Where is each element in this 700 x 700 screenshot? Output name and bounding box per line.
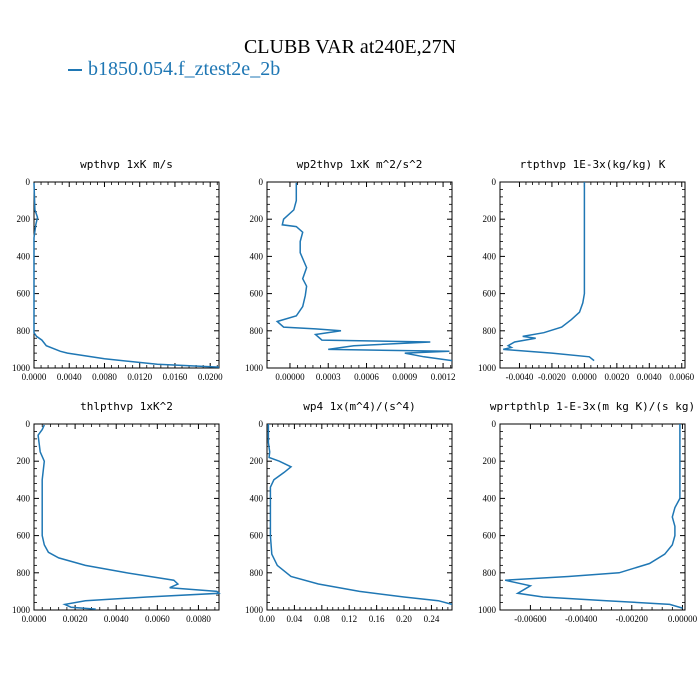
x-tick-label: 0.04 [287, 614, 303, 624]
x-tick-label: 0.24 [424, 614, 440, 624]
x-tick-label: 0.0000 [572, 372, 597, 382]
x-tick-label: 0.08 [314, 614, 330, 624]
x-tick-label: 0.0006 [354, 372, 379, 382]
x-tick-label: 0.0060 [669, 372, 694, 382]
figure-title: CLUBB VAR at240E,27N [243, 36, 457, 58]
y-tick-label: 200 [483, 456, 497, 466]
y-tick-label: 200 [17, 214, 31, 224]
x-tick-label: 0.0012 [431, 372, 456, 382]
x-tick-label: 0.0040 [637, 372, 662, 382]
y-tick-label: 1000 [478, 363, 497, 373]
y-tick-label: 600 [17, 289, 31, 299]
x-tick-label: 0.16 [369, 614, 385, 624]
subplot-title: thlpthvp 1xK^2 [80, 400, 173, 413]
plot-frame [266, 181, 453, 369]
x-tick-label: 0.0040 [104, 614, 129, 624]
y-tick-label: 600 [483, 531, 497, 541]
x-tick-label: -0.00400 [565, 614, 598, 624]
y-tick-label: 800 [17, 568, 31, 578]
plot-frame [266, 423, 453, 611]
x-tick-label: 0.00000 [668, 614, 698, 624]
subplot-title: wp2thvp 1xK m^2/s^2 [297, 158, 423, 171]
y-tick-label: 600 [483, 289, 497, 299]
x-tick-label: 0.0000 [22, 372, 47, 382]
profile-line [33, 182, 220, 368]
x-tick-label: 0.0160 [163, 372, 188, 382]
plot-frame [499, 423, 686, 611]
y-tick-label: 0 [492, 419, 497, 429]
x-tick-label: 0.00 [259, 614, 275, 624]
x-tick-label: 0.0020 [604, 372, 629, 382]
y-tick-label: 800 [483, 326, 497, 336]
y-tick-label: 1000 [12, 363, 31, 373]
y-tick-label: 800 [250, 326, 264, 336]
y-tick-label: 1000 [245, 363, 264, 373]
y-tick-label: 800 [250, 568, 264, 578]
x-tick-label: 0.00000 [275, 372, 305, 382]
legend-entry: b1850.054.f_ztest2e_2b [68, 58, 280, 81]
subplot-title: rtpthvp 1E-3x(kg/kg) K [520, 158, 666, 171]
y-tick-label: 200 [250, 214, 264, 224]
x-tick-label: -0.00200 [616, 614, 649, 624]
x-tick-label: 0.20 [396, 614, 412, 624]
y-tick-label: 800 [483, 568, 497, 578]
y-tick-label: 1000 [12, 605, 31, 615]
y-tick-label: 400 [17, 251, 31, 261]
profile-line [37, 424, 221, 610]
x-tick-label: 0.0020 [63, 614, 88, 624]
y-tick-label: 400 [483, 251, 497, 261]
profile-line [275, 182, 453, 362]
y-tick-label: 400 [483, 493, 497, 503]
subplot-title: wprtpthlp 1-E-3x(m kg K)/(s kg) [490, 400, 695, 413]
x-tick-label: 0.0060 [145, 614, 170, 624]
legend-label: b1850.054.f_ztest2e_2b [88, 58, 281, 80]
plot-frame [499, 181, 686, 369]
x-tick-label: 0.0080 [92, 372, 117, 382]
y-tick-label: 1000 [478, 605, 497, 615]
legend-line-swatch [68, 69, 82, 72]
y-tick-label: 400 [250, 251, 264, 261]
x-tick-label: -0.0040 [506, 372, 534, 382]
y-tick-label: 400 [250, 493, 264, 503]
x-tick-label: 0.0080 [186, 614, 211, 624]
y-tick-label: 200 [250, 456, 264, 466]
plot-frame [33, 181, 220, 369]
x-tick-label: -0.00600 [514, 614, 547, 624]
subplot-title: wp4 1x(m^4)/(s^4) [303, 400, 416, 413]
profile-line [504, 424, 683, 609]
x-tick-label: -0.0020 [538, 372, 566, 382]
y-tick-label: 600 [250, 289, 264, 299]
x-tick-label: 0.12 [341, 614, 357, 624]
y-tick-label: 600 [250, 531, 264, 541]
x-tick-label: 0.0009 [392, 372, 417, 382]
plot-frame [33, 423, 220, 611]
y-tick-label: 1000 [245, 605, 264, 615]
x-tick-label: 0.0000 [22, 614, 47, 624]
y-tick-label: 800 [17, 326, 31, 336]
y-tick-label: 0 [492, 177, 497, 187]
x-tick-label: 0.0040 [57, 372, 82, 382]
y-tick-label: 0 [259, 419, 264, 429]
y-tick-label: 0 [26, 419, 31, 429]
y-tick-label: 0 [259, 177, 264, 187]
y-tick-label: 400 [17, 493, 31, 503]
x-tick-label: 0.0003 [316, 372, 341, 382]
profile-line [503, 182, 595, 362]
x-tick-label: 0.0200 [198, 372, 223, 382]
y-tick-label: 200 [483, 214, 497, 224]
subplot-title: wpthvp 1xK m/s [80, 158, 173, 171]
y-tick-label: 0 [26, 177, 31, 187]
profile-line [267, 424, 453, 606]
y-tick-label: 600 [17, 531, 31, 541]
x-tick-label: 0.0120 [127, 372, 152, 382]
y-tick-label: 200 [17, 456, 31, 466]
